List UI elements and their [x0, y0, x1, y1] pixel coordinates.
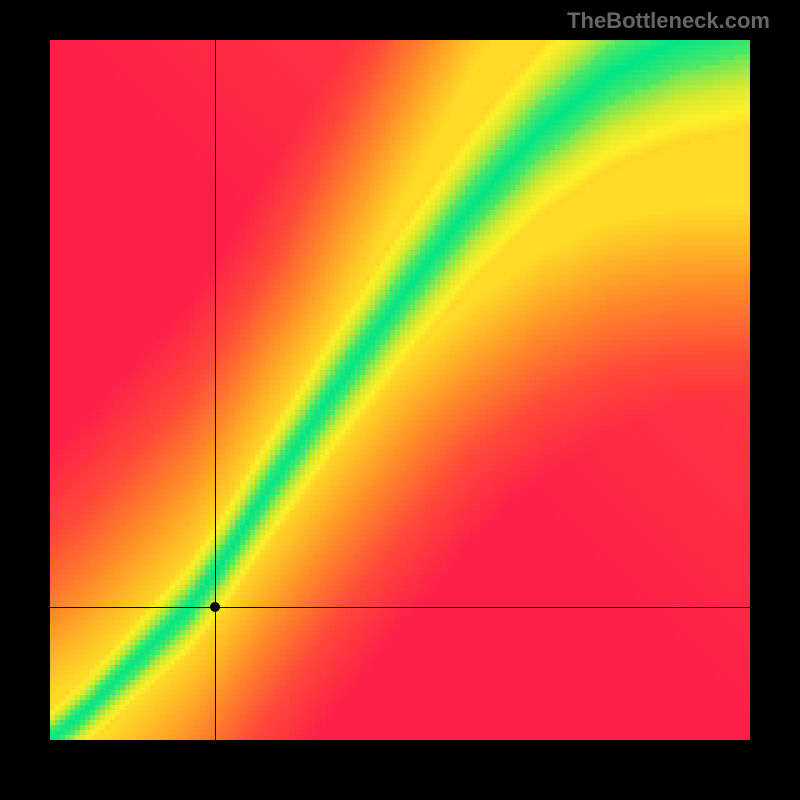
- heatmap-canvas: [50, 40, 750, 740]
- crosshair-horizontal: [50, 607, 750, 608]
- crosshair-marker: [210, 602, 220, 612]
- heatmap-plot: [50, 40, 750, 740]
- crosshair-vertical: [215, 40, 216, 740]
- watermark-text: TheBottleneck.com: [567, 8, 770, 34]
